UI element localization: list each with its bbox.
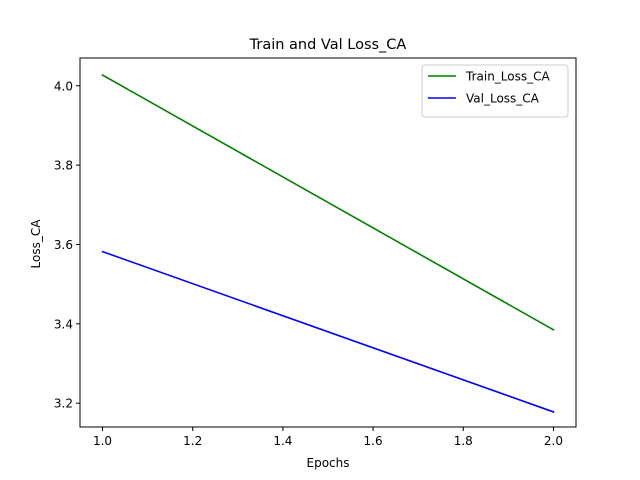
x-tick-label: 1.2 [183, 434, 202, 448]
x-tick-label: 1.6 [364, 434, 383, 448]
x-axis-label: Epochs [307, 456, 350, 470]
y-tick-label: 3.8 [54, 159, 73, 173]
legend-label-train-loss-ca: Train_Loss_CA [465, 70, 550, 84]
legend-box [421, 64, 569, 118]
y-axis-ticks: 3.2 3.4 3.6 3.8 4.0 [54, 79, 80, 411]
plot-area [80, 58, 576, 427]
x-tick-label: 2.0 [544, 434, 563, 448]
series-line-val-loss-ca [101, 250, 555, 413]
axes-frame [79, 57, 577, 428]
legend: Train_Loss_CA Val_Loss_CA [421, 64, 569, 118]
y-axis-label: Loss_CA [29, 219, 43, 269]
x-tick-label: 1.0 [93, 434, 112, 448]
y-tick-label: 4.0 [54, 79, 73, 93]
y-tick-label: 3.2 [54, 397, 73, 411]
plot-background [80, 58, 576, 427]
chart-title: Train and Val Loss_CA [249, 37, 407, 53]
x-tick-label: 1.8 [454, 434, 473, 448]
series-lines [101, 73, 555, 413]
y-tick-label: 3.6 [54, 238, 73, 252]
x-tick-label: 1.4 [273, 434, 292, 448]
x-axis-ticks: 1.0 1.2 1.4 1.6 1.8 2.0 [93, 427, 563, 448]
legend-label-val-loss-ca: Val_Loss_CA [466, 92, 540, 106]
y-tick-label: 3.4 [54, 317, 73, 331]
series-line-train-loss-ca [101, 73, 555, 331]
